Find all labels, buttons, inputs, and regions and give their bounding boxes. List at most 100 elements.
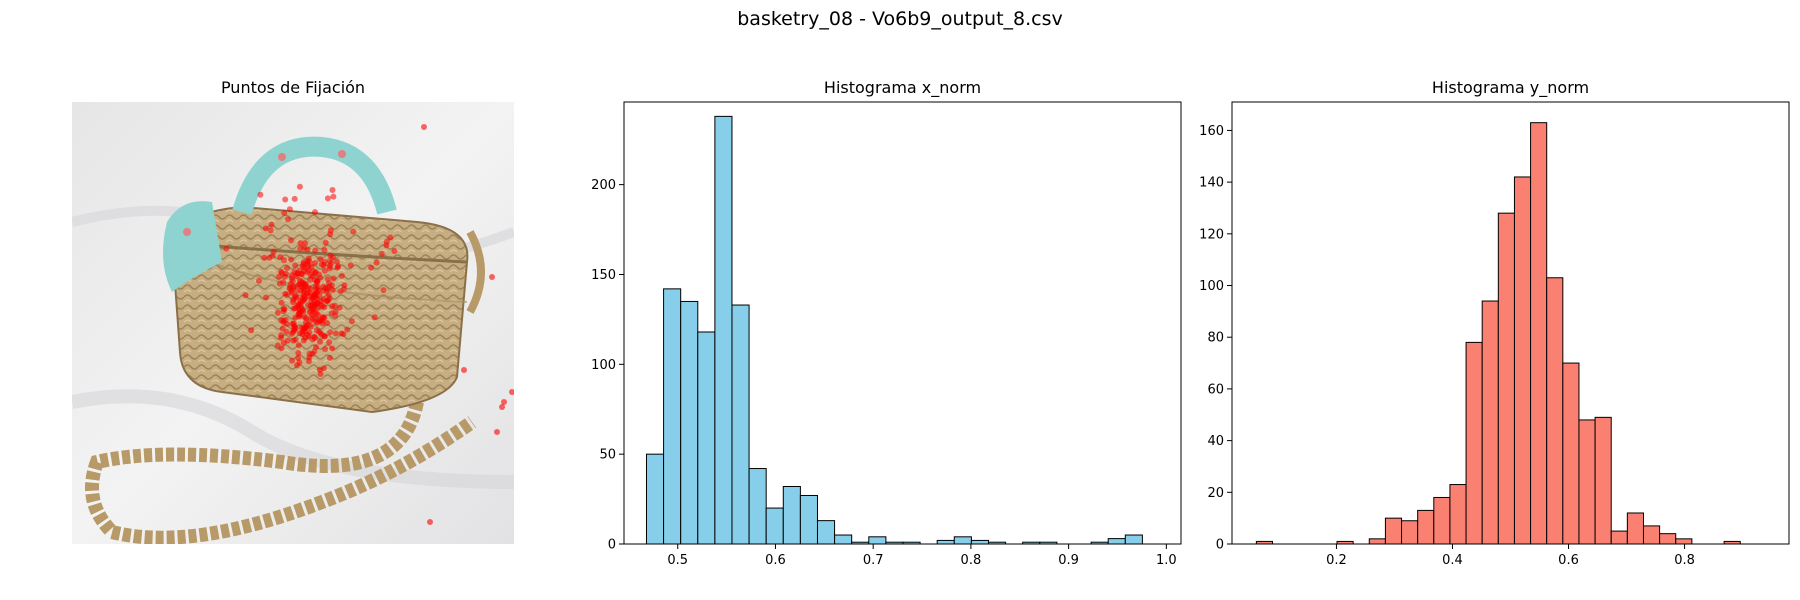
fixation-point	[315, 271, 322, 278]
fixation-point	[324, 319, 331, 326]
fixation-point	[368, 264, 375, 271]
histogram-bar	[1401, 520, 1419, 545]
histogram-bar	[936, 539, 955, 545]
x-histogram-title: Histograma x_norm	[823, 78, 982, 97]
fixation-point	[320, 283, 327, 290]
teal-bow	[163, 201, 222, 292]
fixation-point	[263, 294, 269, 301]
fixation-point	[335, 263, 342, 270]
y-tick-label: 20	[1207, 486, 1224, 501]
fixation-point	[295, 311, 302, 318]
fixation-point	[289, 275, 295, 282]
y-tick-label: 160	[1199, 124, 1224, 139]
fixation-point	[308, 298, 315, 305]
fixation-point	[284, 292, 290, 298]
fixation-point	[321, 267, 328, 274]
y-tick-label: 50	[599, 448, 616, 463]
fixation-point	[312, 283, 319, 290]
fixation-point	[421, 124, 427, 130]
fixation-point	[300, 261, 307, 267]
fixation-point	[274, 309, 281, 316]
fixation-point	[279, 325, 286, 332]
histogram-bar	[748, 468, 767, 545]
fixation-point	[242, 292, 249, 299]
fixation-photo	[72, 102, 514, 544]
fixation-point	[317, 338, 323, 345]
histogram-bar	[1513, 176, 1532, 545]
fixation-point	[317, 371, 324, 377]
histogram-bar	[1642, 525, 1661, 545]
histogram-bar	[868, 536, 887, 545]
fixation-point	[301, 293, 308, 300]
fixation-point	[296, 359, 303, 366]
fixation-point	[509, 389, 514, 395]
histogram-bar	[834, 534, 853, 545]
fixation-points	[223, 124, 514, 525]
fixation-point	[319, 317, 326, 324]
fixation-point	[276, 280, 283, 287]
fixation-point	[494, 429, 500, 435]
fixation-point	[293, 273, 300, 280]
fixation-point	[313, 344, 319, 351]
fixation-point	[326, 339, 333, 346]
fixation-point	[378, 250, 385, 257]
fixation-point	[331, 302, 338, 309]
fixation-point	[289, 357, 295, 364]
fixation-point	[248, 327, 255, 334]
histogram-bar	[1546, 277, 1564, 545]
fixation-point	[314, 299, 321, 306]
fixation-point	[295, 342, 302, 349]
y-tick-label: 200	[591, 178, 616, 193]
fixation-point	[313, 327, 320, 334]
fixation-point	[312, 247, 319, 254]
fixation-point	[383, 242, 390, 249]
fixation-point	[302, 240, 309, 247]
fixation-point	[318, 332, 325, 338]
fixation-plot-title: Puntos de Fijación	[220, 78, 366, 97]
fixation-point	[348, 318, 355, 325]
histogram-bar	[1433, 496, 1451, 545]
fixation-point	[274, 342, 281, 349]
y-tick-label: 150	[591, 268, 616, 283]
y-tick-label: 100	[1199, 279, 1224, 294]
fixation-photo-panel	[72, 102, 514, 544]
fixation-point	[291, 195, 298, 202]
fixation-point	[278, 334, 284, 341]
fixation-point	[347, 262, 354, 269]
fixation-point	[305, 302, 311, 309]
fixation-point	[334, 258, 340, 265]
basket-strap	[85, 400, 477, 544]
fixation-point	[293, 293, 299, 300]
histogram-bar	[1562, 362, 1580, 545]
fixation-point	[326, 280, 333, 287]
fixation-point	[298, 324, 305, 331]
fixation-point	[322, 239, 329, 246]
fixation-point	[283, 270, 289, 277]
fixation-point	[316, 292, 323, 299]
x-tick-label: 0.6	[765, 553, 786, 568]
x-tick-label: 0.8	[1674, 553, 1695, 568]
fixation-point	[324, 195, 331, 202]
fixation-point	[340, 286, 347, 293]
fixation-point	[298, 271, 305, 278]
fixation-point	[278, 268, 285, 275]
fixation-point	[332, 330, 339, 337]
basket-handle	[232, 136, 397, 215]
histogram-bar	[1675, 538, 1693, 545]
fixation-point	[317, 256, 324, 263]
histogram-bar	[765, 507, 784, 545]
fixation-point	[344, 326, 351, 333]
fixation-point	[292, 262, 299, 269]
fixation-point	[256, 277, 262, 284]
fixation-point	[320, 365, 327, 372]
fixation-point	[320, 262, 327, 268]
fixation-point	[282, 196, 289, 203]
fixation-point	[371, 314, 378, 321]
fixation-point	[326, 258, 333, 265]
x-norm-histogram: 0.5 0.6 0.7 0.8 0.9 1.0 0 50 100 150 200	[591, 101, 1182, 568]
fixation-point	[501, 399, 507, 405]
histogram-bar	[697, 331, 716, 545]
fixation-point	[280, 319, 287, 325]
y-norm-histogram: 0.2 0.4 0.6 0.8 0 20 40 60 80 100 120 140 160	[1199, 101, 1790, 568]
